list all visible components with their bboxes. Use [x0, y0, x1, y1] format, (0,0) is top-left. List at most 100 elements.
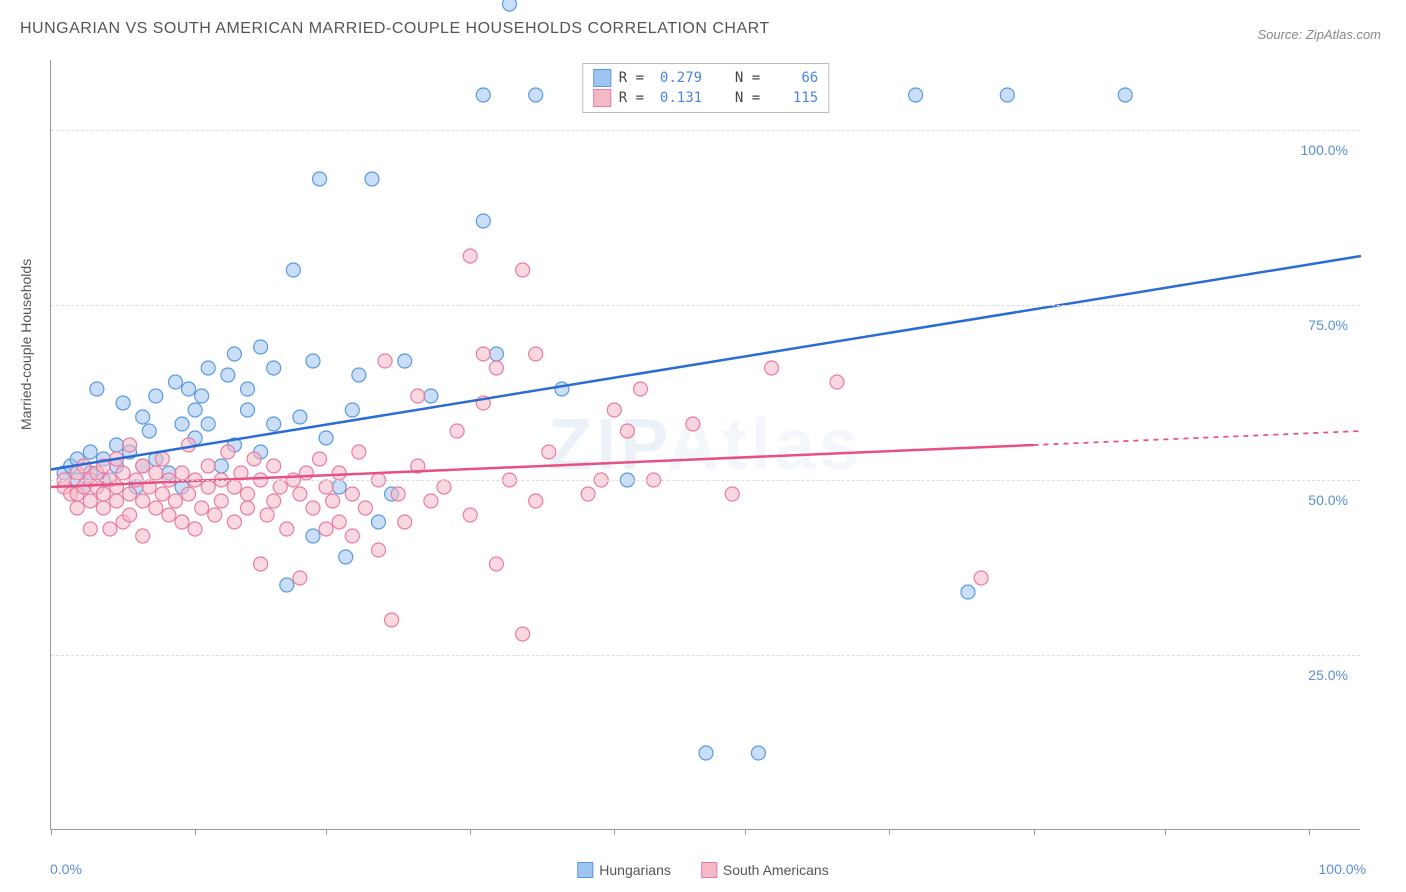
scatter-point — [168, 375, 182, 389]
scatter-point — [155, 452, 169, 466]
scatter-point — [90, 382, 104, 396]
scatter-point — [116, 396, 130, 410]
scatter-point — [489, 347, 503, 361]
legend-swatch — [593, 89, 611, 107]
scatter-point — [476, 347, 490, 361]
x-tick — [51, 829, 52, 835]
scatter-point — [110, 494, 124, 508]
scatter-point — [306, 529, 320, 543]
scatter-point — [974, 571, 988, 585]
scatter-point — [136, 529, 150, 543]
scatter-point — [286, 263, 300, 277]
stats-legend: R =0.279 N =66R =0.131 N =115 — [582, 63, 829, 113]
gridline — [51, 655, 1360, 656]
scatter-point — [450, 424, 464, 438]
stats-legend-row: R =0.279 N =66 — [593, 68, 818, 88]
scatter-point — [529, 347, 543, 361]
chart-title: HUNGARIAN VS SOUTH AMERICAN MARRIED-COUP… — [20, 20, 770, 38]
stat-n-label: N = — [735, 90, 760, 106]
scatter-point — [241, 382, 255, 396]
scatter-point — [306, 354, 320, 368]
legend-item: South Americans — [701, 862, 829, 878]
scatter-point — [96, 487, 110, 501]
scatter-point — [208, 508, 222, 522]
x-tick — [1034, 829, 1035, 835]
scatter-point — [620, 424, 634, 438]
scatter-point — [116, 466, 130, 480]
chart-svg — [51, 60, 1360, 829]
scatter-point — [136, 459, 150, 473]
stat-n-label: N = — [735, 70, 760, 86]
scatter-point — [385, 613, 399, 627]
stat-r-value: 0.131 — [652, 90, 702, 106]
x-tick — [1309, 829, 1310, 835]
y-tick-label: 50.0% — [1308, 492, 1348, 508]
source-attribution: Source: ZipAtlas.com — [1257, 27, 1381, 42]
scatter-point — [319, 431, 333, 445]
x-axis-label-max: 100.0% — [1319, 861, 1366, 877]
scatter-point — [961, 585, 975, 599]
gridline — [51, 480, 1360, 481]
scatter-point — [424, 389, 438, 403]
scatter-point — [201, 417, 215, 431]
scatter-point — [378, 354, 392, 368]
scatter-point — [214, 459, 228, 473]
scatter-point — [149, 389, 163, 403]
scatter-point — [332, 515, 346, 529]
x-axis-label-min: 0.0% — [50, 861, 82, 877]
scatter-point — [182, 438, 196, 452]
plot-area: ZIPAtlas R =0.279 N =66R =0.131 N =115 2… — [50, 60, 1360, 830]
scatter-point — [372, 515, 386, 529]
scatter-point — [201, 361, 215, 375]
scatter-point — [123, 438, 137, 452]
scatter-point — [529, 494, 543, 508]
scatter-point — [103, 522, 117, 536]
scatter-point — [221, 368, 235, 382]
scatter-point — [365, 172, 379, 186]
scatter-point — [516, 627, 530, 641]
stat-r-label: R = — [619, 70, 644, 86]
scatter-point — [83, 494, 97, 508]
scatter-point — [581, 487, 595, 501]
legend-swatch — [701, 862, 717, 878]
scatter-point — [437, 480, 451, 494]
scatter-point — [463, 249, 477, 263]
scatter-point — [293, 487, 307, 501]
scatter-point — [358, 501, 372, 515]
scatter-point — [751, 746, 765, 760]
x-tick — [889, 829, 890, 835]
stat-n-value: 115 — [768, 90, 818, 106]
scatter-point — [398, 515, 412, 529]
legend-swatch — [593, 69, 611, 87]
scatter-point — [142, 424, 156, 438]
scatter-point — [352, 368, 366, 382]
scatter-point — [188, 522, 202, 536]
stat-r-value: 0.279 — [652, 70, 702, 86]
scatter-point — [260, 508, 274, 522]
scatter-point — [280, 578, 294, 592]
scatter-point — [411, 389, 425, 403]
scatter-point — [195, 501, 209, 515]
scatter-point — [280, 522, 294, 536]
scatter-point — [214, 494, 228, 508]
scatter-point — [155, 487, 169, 501]
regression-line-extrapolated — [1034, 431, 1362, 445]
scatter-point — [227, 515, 241, 529]
scatter-point — [306, 501, 320, 515]
scatter-point — [313, 452, 327, 466]
y-tick-label: 25.0% — [1308, 667, 1348, 683]
scatter-point — [398, 354, 412, 368]
scatter-point — [489, 361, 503, 375]
scatter-point — [391, 487, 405, 501]
scatter-point — [162, 508, 176, 522]
x-tick — [195, 829, 196, 835]
scatter-point — [293, 410, 307, 424]
scatter-point — [313, 172, 327, 186]
scatter-point — [529, 88, 543, 102]
scatter-point — [175, 466, 189, 480]
scatter-point — [319, 522, 333, 536]
scatter-point — [830, 375, 844, 389]
scatter-point — [476, 214, 490, 228]
scatter-point — [168, 494, 182, 508]
scatter-point — [607, 403, 621, 417]
